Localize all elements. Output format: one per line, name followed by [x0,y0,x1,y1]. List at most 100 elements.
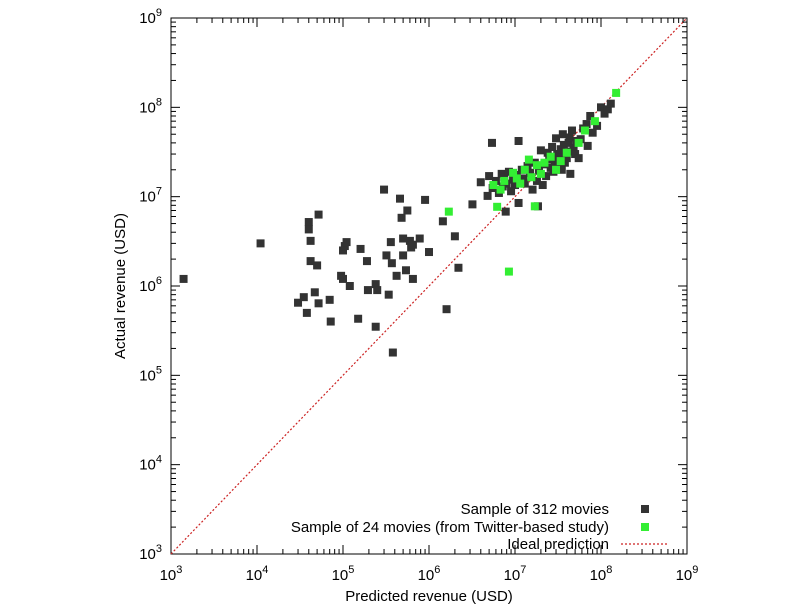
data-point [345,282,354,290]
y-tick-label: 106 [139,275,162,295]
data-point [310,288,319,297]
data-point [399,251,408,260]
legend-label-24-movies: Sample of 24 movies (from Twitter-based … [291,519,609,536]
data-point [536,146,545,155]
data-point [421,195,430,204]
data-point [496,185,505,194]
data-point [557,165,566,174]
x-tick-label: 108 [590,564,613,584]
legend-marker-312-movies [641,505,649,513]
ideal-prediction-line [170,17,688,555]
data-point [442,305,451,314]
data-point [485,172,494,181]
series-24-movies [444,88,621,276]
data-point [524,155,533,164]
data-point [339,274,347,283]
data-point [511,181,519,190]
data-point [560,158,569,167]
data-point [552,134,561,143]
data-point [454,263,463,272]
data-point [468,200,477,209]
data-point [179,274,188,283]
data-point [558,130,567,139]
y-tick-label: 109 [139,7,162,27]
data-point [401,266,410,275]
data-point [501,207,510,216]
data-point [597,103,605,112]
data-point [399,234,408,243]
x-tick-label: 109 [676,564,699,584]
data-point [586,111,595,120]
x-axis-title: Predicted revenue (USD) [345,588,513,605]
data-point [556,145,565,154]
data-point [313,261,322,270]
y-tick-label: 105 [139,364,162,384]
data-point [556,157,565,166]
data-point [363,286,372,295]
data-point [371,322,380,331]
data-point [603,105,612,114]
data-point [574,154,583,163]
data-point [542,172,551,181]
legend-label-ideal-prediction: Ideal prediction [507,536,609,553]
data-point [444,207,453,216]
data-point [408,274,417,283]
series-312-movies [179,99,615,357]
data-point [514,198,523,207]
data-point [306,257,315,266]
data-point [392,271,401,280]
data-point [583,141,592,150]
data-point [371,280,380,289]
data-point [532,161,541,170]
data-point [514,136,523,145]
data-point [520,179,529,188]
ideal-prediction-diagonal [170,17,688,555]
data-point [302,308,311,317]
data-point [314,210,323,219]
data-point [528,185,537,194]
data-point [536,169,545,178]
data-point [593,121,602,130]
data-point [326,317,335,326]
data-point [538,181,547,190]
data-point [415,234,424,243]
data-point [532,176,541,185]
data-point [520,165,529,174]
data-point [384,290,393,299]
data-point [386,238,395,247]
data-point [519,174,528,183]
data-point [569,144,578,153]
x-tick-label: 107 [504,564,527,584]
data-point [425,248,433,257]
legend-label-312-movies: Sample of 312 movies [461,501,609,518]
data-point [306,236,315,245]
data-point [590,117,599,126]
data-point [483,191,492,200]
data-point [571,150,580,159]
data-point [387,259,396,268]
data-point [304,218,313,227]
data-point [546,152,555,161]
data-point [354,314,363,323]
data-point [388,348,397,357]
data-point [373,286,382,295]
data-point [509,168,518,177]
y-tick-label: 104 [139,454,162,474]
data-point [526,168,535,177]
x-tick-label: 106 [418,564,441,584]
data-point [540,158,549,167]
data-point [566,169,575,178]
data-point [397,213,406,222]
y-axis-title: Actual revenue (USD) [112,213,129,359]
data-point [565,133,574,142]
x-tick-label: 105 [332,564,355,584]
data-point [362,257,371,266]
data-point [512,174,521,183]
data-point [567,126,576,135]
data-point [438,217,447,226]
data-point [493,202,502,211]
data-point [382,251,391,260]
data-point [530,202,539,211]
data-point [612,88,621,97]
data-point [325,295,334,304]
